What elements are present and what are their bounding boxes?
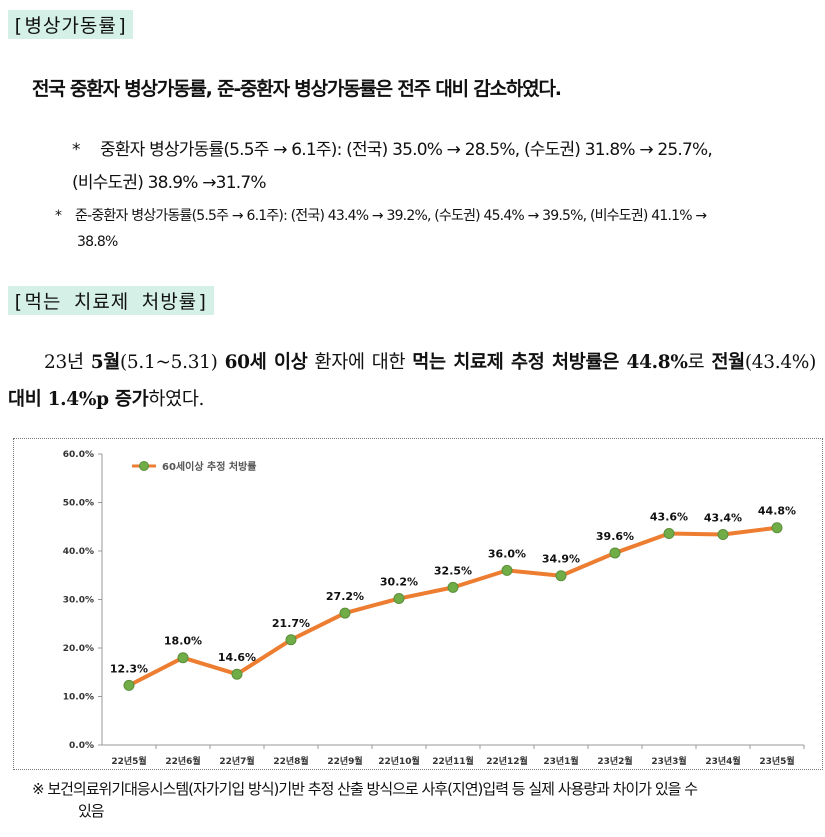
data-point xyxy=(123,679,135,691)
x-tick-label: 22년12월 xyxy=(486,755,528,767)
footnote-line2: 있음 xyxy=(78,802,105,820)
icu-note-line1: * 중환자 병상가동률(5.5주 → 6.1주): (전국) 35.0% → 28… xyxy=(72,134,822,167)
note-bullet: * xyxy=(72,140,81,160)
x-tick-label: 22년8월 xyxy=(273,755,308,767)
section-title-prescription-rate: [먹는 치료제 처방률] xyxy=(8,286,214,315)
y-tick-label: 10.0% xyxy=(63,693,94,703)
para-bold: 대비 1.4%p 증가 xyxy=(8,389,149,410)
chart-svg: 0.0% 10.0% 20.0% 30.0% 40.0% 50.0% 60.0% 22년5월 2… xyxy=(63,450,805,767)
data-label: 44.8% xyxy=(758,505,796,518)
data-label: 18.0% xyxy=(164,635,202,648)
x-tick-label: 22년5월 xyxy=(111,755,146,767)
data-label: 36.0% xyxy=(488,547,526,560)
data-label: 12.3% xyxy=(110,662,148,675)
note-bullet: * xyxy=(55,208,62,224)
icu-note-line2: (비수도권) 38.9% →31.7% xyxy=(72,173,266,193)
para-text: 로 xyxy=(687,352,712,373)
x-tick-label: 22년9월 xyxy=(327,755,362,767)
section-title-bed-occupancy: [병상가동률] xyxy=(8,10,134,39)
para-bold: 전월 xyxy=(711,352,745,373)
para-text: 하였다. xyxy=(148,389,205,410)
data-point xyxy=(339,607,351,619)
semi-icu-occupancy-note: * 준-중환자 병상가동률(5.5주 → 6.1주): (전국) 43.4% → … xyxy=(55,203,825,255)
y-tick-label: 60.0% xyxy=(63,450,94,460)
data-point xyxy=(663,528,675,540)
prescription-rate-chart: 0.0% 10.0% 20.0% 30.0% 40.0% 50.0% 60.0% 22년5월 2… xyxy=(13,438,823,770)
data-point xyxy=(501,564,513,576)
bed-occupancy-summary: 전국 중환자 병상가동률, 준-중환자 병상가동률은 전주 대비 감소하였다. xyxy=(32,78,562,100)
footnote-line1: ※ 보건의료위기대응시스템(자가기입 방식)기반 추정 산출 방식으로 사후(지… xyxy=(32,780,698,798)
data-label: 39.6% xyxy=(596,530,634,543)
y-tick-label: 0.0% xyxy=(69,741,94,751)
x-tick-label: 23년2월 xyxy=(597,755,632,767)
x-tick-label: 23년4월 xyxy=(705,755,740,767)
y-tick-label: 30.0% xyxy=(63,596,94,606)
x-tick-label: 23년5월 xyxy=(759,755,794,767)
data-point xyxy=(555,570,567,582)
para-text: 환자에 대한 xyxy=(307,352,413,373)
prescription-summary: 23년 5월(5.1~5.31) 60세 이상 환자에 대한 먹는 치료제 추정… xyxy=(8,344,816,418)
para-bold: 5월 xyxy=(90,352,121,373)
data-label: 43.4% xyxy=(704,512,742,525)
x-tick-label: 22년6월 xyxy=(165,755,200,767)
data-point xyxy=(771,522,783,534)
x-tick-label: 23년3월 xyxy=(651,755,686,767)
para-text: (43.4%) xyxy=(744,352,816,373)
data-label: 34.9% xyxy=(542,553,580,566)
data-point xyxy=(393,593,405,605)
semi-icu-note-line2: 38.8% xyxy=(77,234,118,250)
x-tick-label: 22년7월 xyxy=(219,755,254,767)
icu-note-text: 중환자 병상가동률(5.5주 → 6.1주): (전국) 35.0% → 28.… xyxy=(100,140,713,160)
data-point xyxy=(285,634,297,646)
x-tick-label: 23년1월 xyxy=(543,755,578,767)
data-label: 27.2% xyxy=(326,590,364,603)
legend-label: 60세이상 추정 처방률 xyxy=(162,460,256,473)
para-bold: 먹는 치료제 추정 처방률은 44.8% xyxy=(412,352,688,373)
data-label: 21.7% xyxy=(272,617,310,630)
y-tick-label: 50.0% xyxy=(63,499,94,509)
data-label: 32.5% xyxy=(434,564,472,577)
y-tick-label: 40.0% xyxy=(63,547,94,557)
data-label: 30.2% xyxy=(380,576,418,589)
x-tick-label: 22년10월 xyxy=(378,755,420,767)
legend-marker xyxy=(139,461,149,471)
data-point xyxy=(609,547,621,559)
data-point xyxy=(717,529,729,541)
footnote: ※ 보건의료위기대응시스템(자가기입 방식)기반 추정 산출 방식으로 사후(지… xyxy=(32,778,822,822)
data-label: 14.6% xyxy=(218,651,256,664)
data-point xyxy=(231,668,243,680)
x-tick-label: 22년11월 xyxy=(432,755,474,767)
data-label: 43.6% xyxy=(650,511,688,524)
semi-icu-note-text: 준-중환자 병상가동률(5.5주 → 6.1주): (전국) 43.4% → 3… xyxy=(75,208,707,224)
icu-occupancy-note: * 중환자 병상가동률(5.5주 → 6.1주): (전국) 35.0% → 28… xyxy=(72,134,822,200)
data-point xyxy=(447,581,459,593)
data-point xyxy=(177,652,189,664)
y-tick-label: 20.0% xyxy=(63,644,94,654)
para-bold: 60세 이상 xyxy=(224,352,308,373)
para-text: (5.1~5.31) xyxy=(120,352,225,373)
semi-icu-note-line1: * 준-중환자 병상가동률(5.5주 → 6.1주): (전국) 43.4% → … xyxy=(55,203,825,229)
para-text: 23년 xyxy=(44,352,91,373)
